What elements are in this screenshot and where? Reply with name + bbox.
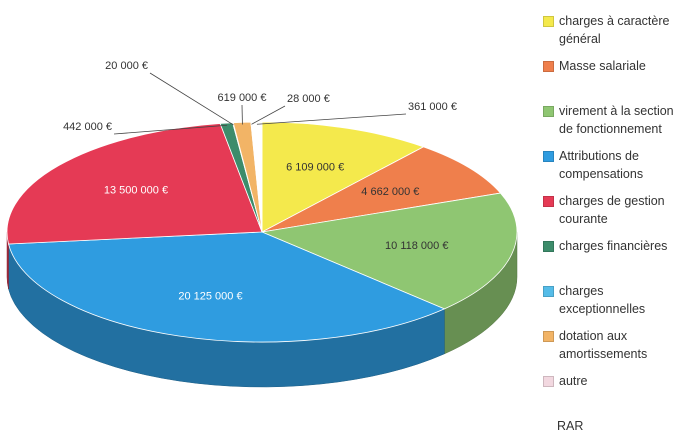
legend-item: charges à caractère général	[543, 12, 688, 57]
data-label: 361 000 €	[408, 101, 457, 113]
slice	[261, 146, 502, 233]
legend: charges à caractère général Masse salaria…	[543, 12, 688, 445]
legend-label: charges à caractère général	[559, 14, 670, 46]
legend-item: charges de gestion courante	[543, 192, 688, 237]
legend-swatch	[543, 331, 554, 342]
legend-swatch	[543, 106, 554, 117]
legend-label: virement à la section de fonctionnement	[559, 104, 674, 136]
leader-line	[251, 105, 286, 125]
data-label: 28 000 €	[287, 93, 330, 105]
legend-item: Attributions de compensations	[543, 147, 688, 192]
legend-item: charges exceptionnelles	[543, 282, 688, 327]
legend-swatch	[543, 286, 554, 297]
legend-swatch	[543, 16, 554, 27]
data-label: 442 000 €	[63, 121, 112, 133]
legend-swatch	[543, 376, 554, 387]
legend-label: Masse salariale	[559, 59, 646, 73]
data-label: 20 125 000 €	[178, 290, 242, 302]
legend-item: autre	[543, 372, 688, 417]
legend-label: dotation aux amortissements	[559, 329, 648, 361]
legend-label: RAR	[557, 419, 584, 433]
data-label: 619 000 €	[218, 92, 267, 104]
legend-label: charges financières	[559, 239, 668, 253]
data-label: 4 662 000 €	[361, 186, 419, 198]
legend-item: dotation aux amortissements	[543, 327, 688, 372]
slice	[8, 231, 446, 343]
leader-line	[149, 72, 234, 126]
legend-item: RAR	[543, 417, 688, 445]
legend-swatch	[543, 421, 552, 430]
data-label: 20 000 €	[105, 60, 148, 72]
slice	[251, 121, 263, 233]
legend-item: charges financières	[543, 237, 688, 282]
leader-line	[256, 113, 407, 125]
data-label: 13 500 000 €	[104, 185, 168, 197]
legend-label: Attributions de compensations	[559, 149, 644, 181]
legend-swatch	[543, 151, 554, 162]
data-label: 10 118 000 €	[385, 240, 448, 252]
legend-label: autre	[559, 374, 588, 388]
legend-swatch	[543, 241, 554, 252]
leader-line	[113, 124, 228, 135]
slice	[261, 121, 425, 233]
chart: 6 109 000 € 4 662 000 € 10 118 000 € 20 125…	[6, 60, 518, 388]
legend-swatch	[543, 61, 554, 72]
legend-label: charges exceptionnelles	[559, 284, 646, 316]
slice	[260, 192, 518, 310]
data-label: 6 109 000 €	[286, 162, 344, 174]
legend-item: virement à la section de fonctionnement	[543, 102, 688, 147]
legend-swatch	[543, 196, 554, 207]
legend-item: Masse salariale	[543, 57, 688, 102]
slice	[6, 123, 263, 245]
legend-label: charges de gestion courante	[559, 194, 665, 226]
